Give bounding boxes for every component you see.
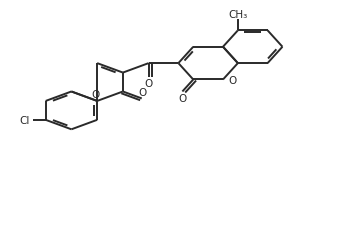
Text: O: O [139,88,147,97]
Text: O: O [228,76,236,85]
Text: CH₃: CH₃ [228,10,248,20]
Text: O: O [145,79,153,89]
Text: O: O [178,94,186,103]
Text: Cl: Cl [19,115,30,125]
Text: O: O [91,90,99,100]
